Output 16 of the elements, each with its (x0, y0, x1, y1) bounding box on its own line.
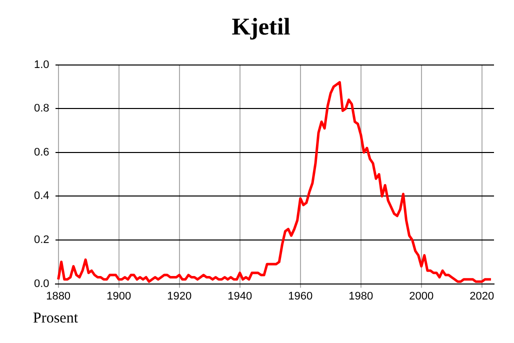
x-tick-label: 1880 (46, 290, 71, 302)
x-tick-label: 1980 (348, 290, 374, 302)
y-tick-label: 0.2 (34, 234, 50, 246)
x-tick-label: 1940 (228, 290, 252, 302)
x-tick-label: 1920 (167, 290, 192, 302)
y-tick-label: 0.4 (34, 190, 50, 202)
chart-title: Kjetil (232, 14, 291, 41)
y-tick-label: 0.0 (34, 278, 50, 290)
x-tick-label: 2020 (470, 290, 494, 302)
y-tick-label: 1.0 (34, 58, 50, 71)
x-tick-label: 1960 (288, 290, 313, 302)
x-tick-label: 1900 (106, 290, 132, 302)
y-axis-title: Prosent (33, 310, 79, 326)
y-tick-label: 0.8 (34, 102, 50, 115)
x-tick-label: 2000 (409, 290, 434, 302)
y-tick-label: 0.6 (34, 146, 50, 158)
